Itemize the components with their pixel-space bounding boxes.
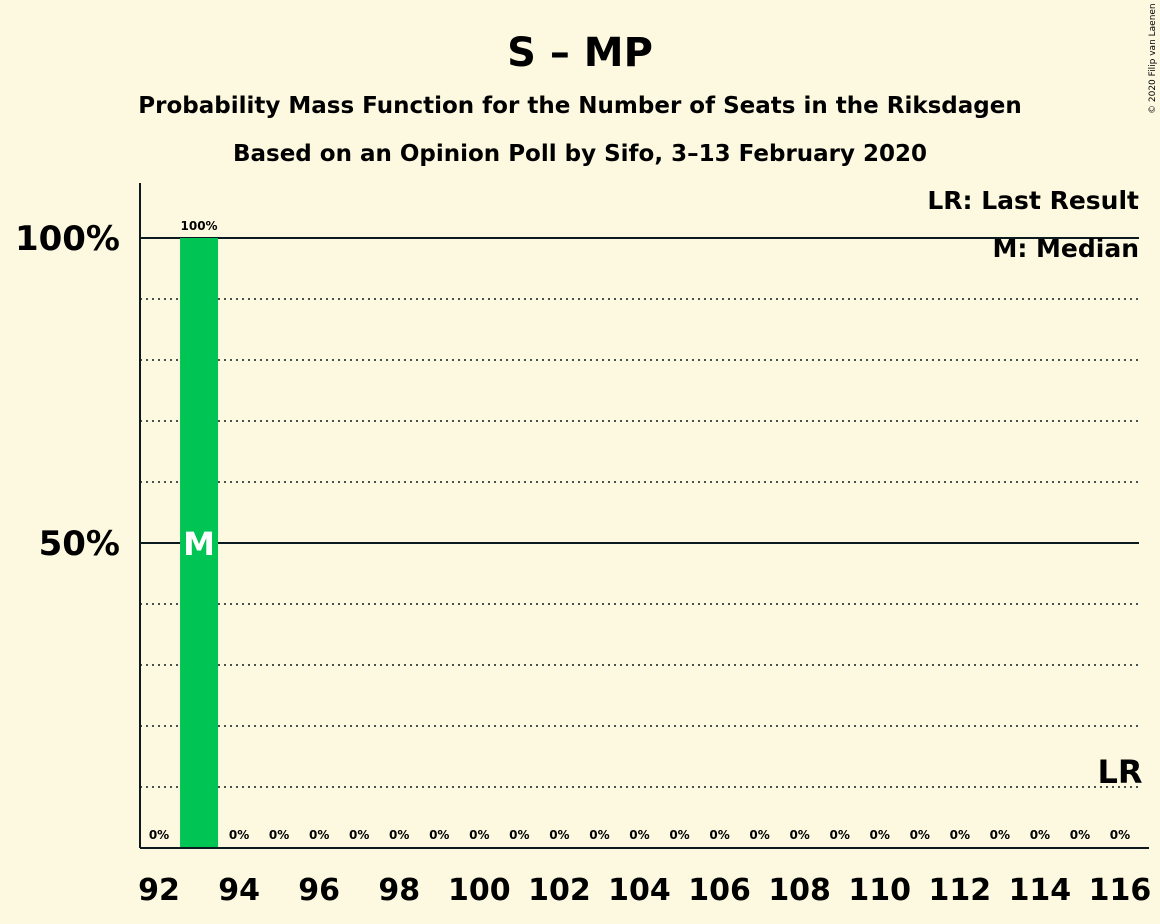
- x-tick-label-114: 114: [1009, 873, 1072, 908]
- y-ticks: 50% 100%: [15, 219, 120, 564]
- copyright-text: © 2020 Filip van Laenen: [1148, 3, 1158, 114]
- median-marker: M: [183, 525, 215, 563]
- data-label-110: 0%: [870, 828, 890, 842]
- x-tick-label-100: 100: [448, 873, 511, 908]
- data-label-103: 0%: [589, 828, 609, 842]
- data-label-109: 0%: [829, 828, 849, 842]
- legend-median: M: Median: [992, 234, 1139, 263]
- data-label-92: 0%: [149, 828, 169, 842]
- y-tick-label-100: 100%: [15, 219, 120, 259]
- bar-93: [180, 238, 219, 848]
- chart-subtitle-2: Based on an Opinion Poll by Sifo, 3–13 F…: [233, 141, 927, 167]
- data-label-96: 0%: [309, 828, 329, 842]
- data-label-98: 0%: [389, 828, 409, 842]
- x-tick-label-98: 98: [378, 873, 420, 908]
- data-label-93: 100%: [181, 219, 218, 233]
- data-label-99: 0%: [429, 828, 449, 842]
- data-label-111: 0%: [910, 828, 930, 842]
- x-tick-label-106: 106: [688, 873, 751, 908]
- data-label-94: 0%: [229, 828, 249, 842]
- data-labels: 0% 100% 0% 0% 0% 0% 0% 0% 0% 0% 0% 0% 0% 0% 0% 0% 0% 0% 0%…: [149, 219, 1130, 842]
- data-label-97: 0%: [349, 828, 369, 842]
- data-label-105: 0%: [669, 828, 689, 842]
- bars: [180, 238, 219, 848]
- x-tick-label-92: 92: [138, 873, 180, 908]
- x-tick-label-108: 108: [768, 873, 831, 908]
- legend-last-result: LR: Last Result: [927, 186, 1139, 215]
- data-label-104: 0%: [629, 828, 649, 842]
- x-tick-label-112: 112: [928, 873, 991, 908]
- data-label-101: 0%: [509, 828, 529, 842]
- data-label-102: 0%: [549, 828, 569, 842]
- data-label-95: 0%: [269, 828, 289, 842]
- data-label-115: 0%: [1070, 828, 1090, 842]
- data-label-114: 0%: [1030, 828, 1050, 842]
- x-ticks: 92 94 96 98 100 102 104 106 108 110 112 114 116: [138, 873, 1151, 908]
- x-tick-label-102: 102: [528, 873, 591, 908]
- x-tick-label-116: 116: [1089, 873, 1152, 908]
- x-tick-label-110: 110: [848, 873, 911, 908]
- last-result-marker: LR: [1097, 753, 1142, 791]
- chart-subtitle-1: Probability Mass Function for the Number…: [138, 93, 1021, 119]
- data-label-113: 0%: [990, 828, 1010, 842]
- axes: [139, 183, 1149, 849]
- x-tick-label-104: 104: [608, 873, 671, 908]
- data-label-116: 0%: [1110, 828, 1130, 842]
- data-label-106: 0%: [709, 828, 729, 842]
- y-tick-label-50: 50%: [39, 524, 120, 564]
- x-tick-label-94: 94: [218, 873, 260, 908]
- data-label-108: 0%: [789, 828, 809, 842]
- data-label-112: 0%: [950, 828, 970, 842]
- chart-title: S – MP: [507, 30, 653, 76]
- data-label-107: 0%: [749, 828, 769, 842]
- data-label-100: 0%: [469, 828, 489, 842]
- x-tick-label-96: 96: [298, 873, 340, 908]
- grid-lines: [140, 237, 1139, 788]
